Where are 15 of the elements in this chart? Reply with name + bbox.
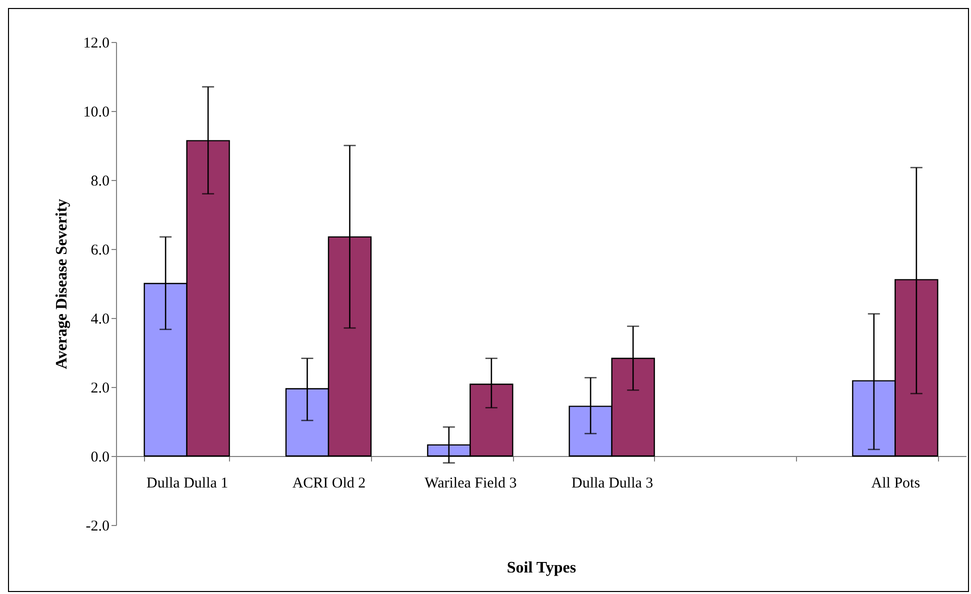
x-tick-label: All Pots [871,476,920,492]
y-tick-label: 4.0 [90,312,110,328]
y-tick-label: 8.0 [90,174,110,190]
x-axis-title: Soil Types [506,560,576,576]
x-tick-label: Dulla Dulla 3 [572,476,654,492]
x-tick-label: ACRI Old 2 [292,476,366,492]
y-tick-label: 2.0 [90,380,110,396]
y-tick-label: -2.0 [86,518,110,534]
y-tick-label: 12.0 [83,36,110,52]
x-tick-label: Dulla Dulla 1 [146,476,228,492]
y-tick-label: 10.0 [83,104,110,120]
y-axis-title: Average Disease Severity [53,198,70,370]
y-tick-label: 6.0 [90,242,110,258]
y-tick-label: 0.0 [90,450,110,466]
x-tick-label: Warilea Field 3 [424,476,517,492]
